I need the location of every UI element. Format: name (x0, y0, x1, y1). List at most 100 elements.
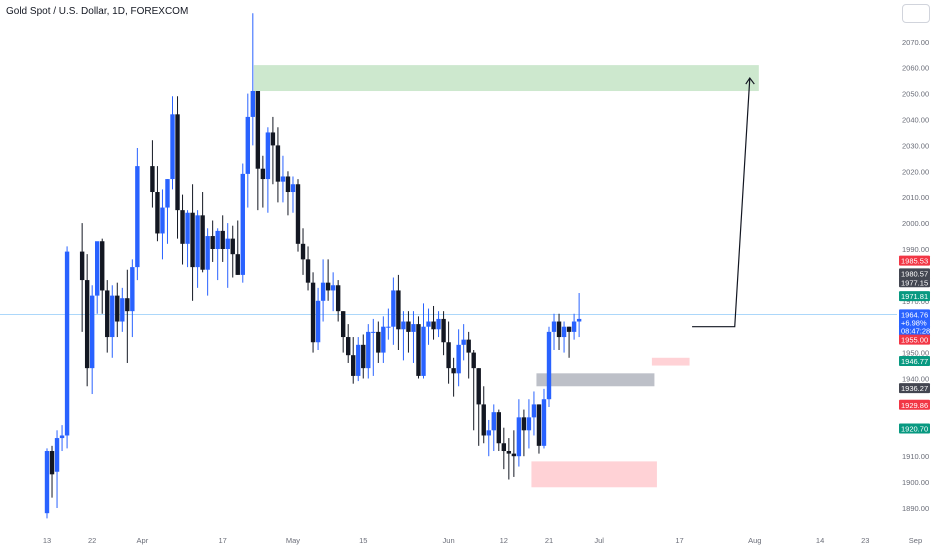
candle[interactable] (461, 324, 466, 361)
candle[interactable] (305, 246, 311, 291)
demand-zone[interactable] (531, 461, 657, 488)
candle[interactable] (165, 179, 170, 244)
candle[interactable] (371, 318, 376, 376)
candle[interactable] (526, 399, 532, 449)
candle[interactable] (361, 334, 366, 379)
candle[interactable] (215, 228, 220, 281)
candle[interactable] (280, 155, 286, 203)
candle[interactable] (561, 321, 567, 353)
candle[interactable] (285, 171, 291, 216)
candle[interactable] (566, 326, 572, 358)
candle[interactable] (49, 445, 55, 498)
candle[interactable] (115, 282, 120, 338)
candle[interactable] (531, 391, 537, 436)
candle[interactable] (511, 430, 517, 477)
candle[interactable] (110, 285, 115, 358)
candle[interactable] (170, 96, 175, 190)
candle[interactable] (376, 321, 381, 363)
candle[interactable] (160, 189, 165, 260)
candle[interactable] (556, 313, 562, 351)
candle[interactable] (491, 404, 496, 452)
candle[interactable] (155, 166, 160, 242)
candle[interactable] (245, 93, 250, 208)
candle[interactable] (340, 311, 346, 353)
candle[interactable] (366, 324, 371, 379)
projection-path[interactable] (692, 78, 751, 328)
candle[interactable] (210, 220, 215, 262)
candle[interactable] (536, 404, 542, 454)
candle[interactable] (135, 147, 140, 281)
candle[interactable] (44, 448, 50, 519)
candle[interactable] (351, 337, 356, 384)
candle[interactable] (95, 241, 100, 314)
candle[interactable] (125, 269, 130, 363)
candle[interactable] (446, 321, 451, 384)
candle[interactable] (265, 127, 271, 213)
candle[interactable] (100, 238, 105, 314)
candle[interactable] (300, 228, 306, 275)
candle[interactable] (205, 228, 210, 296)
candle[interactable] (506, 438, 512, 480)
candle[interactable] (451, 357, 456, 397)
candle[interactable] (386, 308, 391, 340)
candle[interactable] (250, 13, 256, 146)
candle[interactable] (391, 277, 396, 345)
candle[interactable] (230, 225, 235, 278)
target-zone[interactable] (253, 65, 759, 92)
candle[interactable] (441, 311, 446, 356)
candle[interactable] (456, 329, 461, 387)
candle[interactable] (89, 285, 95, 395)
candle[interactable] (516, 399, 522, 467)
candle[interactable] (270, 116, 276, 185)
candle[interactable] (346, 324, 351, 363)
candle[interactable] (551, 313, 557, 351)
candle[interactable] (255, 91, 261, 211)
candle[interactable] (295, 179, 301, 252)
candle[interactable] (401, 311, 406, 361)
candle[interactable] (59, 425, 65, 452)
candle[interactable] (466, 331, 471, 379)
candle[interactable] (64, 246, 70, 449)
candle[interactable] (325, 259, 331, 301)
candle[interactable] (315, 287, 321, 351)
candle[interactable] (175, 96, 180, 239)
candle[interactable] (496, 409, 501, 452)
candle[interactable] (541, 388, 547, 449)
candle[interactable] (240, 163, 245, 283)
candle[interactable] (150, 140, 155, 208)
candle[interactable] (481, 386, 486, 444)
candle[interactable] (260, 155, 266, 208)
candle[interactable] (225, 223, 230, 288)
candle[interactable] (79, 223, 85, 332)
candle[interactable] (120, 287, 125, 332)
candle[interactable] (436, 311, 441, 338)
chart-settings-button[interactable] (902, 4, 930, 23)
candle[interactable] (330, 272, 336, 312)
candle[interactable] (571, 313, 577, 340)
candle[interactable] (476, 368, 481, 446)
candle[interactable] (290, 176, 296, 213)
candle[interactable] (320, 259, 326, 322)
candle[interactable] (521, 409, 527, 457)
candle[interactable] (220, 215, 225, 262)
candle[interactable] (431, 305, 436, 340)
candle[interactable] (105, 280, 110, 353)
candle[interactable] (421, 303, 426, 379)
candle[interactable] (471, 350, 476, 431)
candle[interactable] (200, 192, 205, 273)
candle[interactable] (426, 308, 431, 345)
candle[interactable] (195, 210, 200, 288)
candle[interactable] (310, 272, 316, 353)
candle[interactable] (190, 184, 195, 301)
candle[interactable] (180, 194, 185, 265)
candle[interactable] (576, 293, 582, 338)
candle[interactable] (335, 280, 341, 322)
candle[interactable] (185, 210, 190, 268)
candle[interactable] (130, 259, 135, 338)
candle[interactable] (501, 427, 507, 470)
demand-zone-small[interactable] (651, 357, 690, 366)
gray-zone[interactable] (536, 373, 655, 387)
candle[interactable] (396, 274, 401, 351)
candle[interactable] (54, 430, 60, 508)
